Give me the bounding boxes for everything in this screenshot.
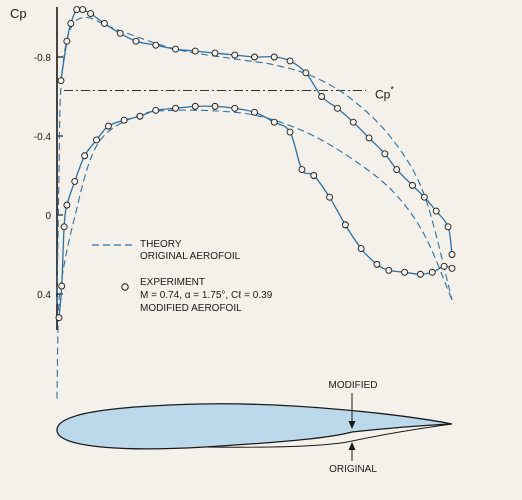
critical-cp-reference: Cp* bbox=[64, 85, 394, 102]
y-tick-label: -0.8 bbox=[34, 53, 52, 64]
experiment-data-point bbox=[152, 106, 160, 114]
modified-airfoil-shape bbox=[56, 403, 453, 450]
experiment-data-point bbox=[270, 53, 278, 61]
original-airfoil-lower-surface bbox=[204, 423, 453, 448]
experiment-data-point bbox=[385, 266, 393, 274]
experiment-data-point bbox=[326, 193, 333, 201]
original-label: ORIGINAL bbox=[329, 464, 377, 475]
experiment-data-point bbox=[136, 112, 144, 120]
experiment-data-point bbox=[152, 41, 160, 49]
critical-cp-label: Cp* bbox=[375, 85, 394, 102]
experiment-data-point bbox=[73, 6, 81, 14]
experiment-data-point bbox=[120, 116, 128, 124]
experiment-data-point bbox=[444, 223, 452, 231]
experiment-data-point bbox=[104, 122, 112, 130]
experiment-data-point bbox=[357, 245, 365, 253]
legend-experiment-conditions: M = 0.74, α = 1.75°, Cℓ = 0.39 bbox=[140, 290, 273, 301]
experiment-data-point bbox=[334, 104, 341, 112]
experiment-data-point bbox=[81, 152, 89, 160]
y-tick-label: 0 bbox=[45, 211, 51, 222]
experiment-data-point bbox=[381, 150, 389, 158]
y-tick-label: -0.4 bbox=[34, 132, 52, 143]
experiment-data-point bbox=[63, 201, 71, 209]
experiment-data-point bbox=[132, 37, 140, 45]
experiment-data-point bbox=[67, 19, 75, 27]
experiment-data-point bbox=[286, 57, 294, 65]
experiment-data-point bbox=[416, 270, 424, 278]
experiment-data-point bbox=[298, 166, 306, 174]
experiment-data-point bbox=[71, 177, 79, 185]
experiment-data-point bbox=[100, 19, 108, 27]
experiment-data-point bbox=[116, 29, 124, 37]
experiment-data-point bbox=[172, 104, 179, 112]
experiment-data-point bbox=[211, 102, 219, 110]
experiment-data-point bbox=[55, 314, 63, 322]
series-theory-lower bbox=[56, 109, 453, 399]
experiment-data-point bbox=[270, 118, 278, 126]
modified-arrowhead-icon bbox=[348, 421, 356, 429]
experiment-data-point bbox=[448, 251, 456, 258]
legend-experiment-title: EXPERIMENT bbox=[140, 277, 205, 288]
legend-experiment-model: MODIFIED AEROFOIL bbox=[140, 303, 242, 314]
experiment-data-point bbox=[349, 118, 357, 126]
experiment-data-point bbox=[318, 93, 326, 100]
y-axis-label: Cp bbox=[10, 6, 27, 21]
experiment-data-point bbox=[286, 128, 294, 136]
series-experiment-upper bbox=[60, 7, 453, 255]
experiment-data-point bbox=[93, 136, 100, 144]
experiment-data-point bbox=[428, 268, 436, 276]
modified-label: MODIFIED bbox=[329, 380, 378, 391]
plot-area: Cp -0.8 -0.4 0 0.4 Cp* bbox=[10, 6, 456, 399]
experiment-data-point bbox=[57, 77, 65, 85]
experiment-data-point bbox=[341, 221, 349, 229]
y-tick-label: 0.4 bbox=[37, 290, 51, 301]
experiment-data-point bbox=[251, 53, 258, 61]
experiment-data-point bbox=[60, 223, 68, 231]
experiment-data-point bbox=[440, 262, 448, 270]
experiment-data-point bbox=[231, 104, 239, 112]
experiment-data-point bbox=[310, 172, 318, 179]
experiment-data-point bbox=[79, 6, 87, 14]
airfoil-section-diagram: MODIFIED ORIGINAL bbox=[56, 380, 453, 475]
original-arrowhead-icon bbox=[348, 442, 356, 450]
experiment-data-point bbox=[63, 37, 71, 45]
series-layer bbox=[55, 6, 456, 399]
experiment-data-point bbox=[432, 207, 440, 215]
experiment-data-point bbox=[251, 108, 258, 116]
experiment-data-point bbox=[87, 10, 95, 18]
legend-theory-subtitle: ORIGINAL AEROFOIL bbox=[140, 251, 241, 262]
experiment-data-point bbox=[172, 45, 179, 53]
experiment-data-point bbox=[231, 51, 239, 59]
experiment-data-point bbox=[365, 134, 373, 142]
legend: THEORY ORIGINAL AEROFOIL EXPERIMENT M = … bbox=[92, 239, 273, 314]
legend-theory-title: THEORY bbox=[140, 239, 182, 250]
legend-experiment-circle bbox=[121, 283, 129, 291]
experiment-data-point bbox=[302, 69, 310, 77]
experiment-data-point bbox=[448, 264, 456, 272]
experiment-data-point bbox=[58, 282, 66, 290]
experiment-data-point bbox=[401, 268, 409, 276]
experiment-data-point bbox=[191, 102, 199, 110]
experiment-data-point bbox=[393, 166, 401, 174]
experiment-data-point bbox=[211, 49, 219, 57]
series-theory-upper bbox=[56, 16, 453, 304]
series-experiment-lower bbox=[58, 105, 453, 318]
experiment-data-point bbox=[191, 47, 199, 55]
experiment-data-point bbox=[420, 193, 428, 201]
experiment-data-point bbox=[373, 260, 381, 268]
experiment-data-point bbox=[409, 181, 416, 189]
